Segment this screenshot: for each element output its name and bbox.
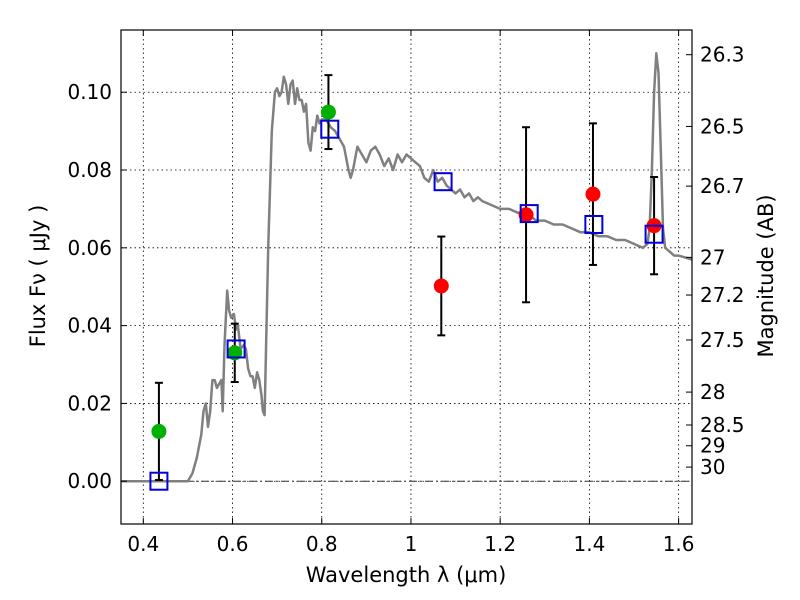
y-tick-label: 0.06 (67, 236, 112, 260)
y-tick-label: 0.00 (67, 469, 112, 493)
x-tick-label: 1 (405, 532, 418, 556)
right-tick-label: 27.5 (700, 328, 745, 352)
right-tick-label: 26.7 (700, 174, 745, 198)
y-tick-labels: 0.00 0.02 0.04 0.06 0.08 0.10 (67, 80, 112, 493)
y-tick-label: 0.04 (67, 314, 112, 338)
y-tick-label: 0.02 (67, 391, 112, 415)
right-axis-label: Magnitude (AB) (754, 194, 778, 357)
model-band-square (644, 224, 664, 244)
tick-layer (121, 30, 692, 524)
x-tick-labels: 0.4 0.6 0.8 1 1.2 1.4 1.6 (127, 532, 694, 556)
right-tick-label: 26.5 (700, 114, 745, 138)
data-point (320, 104, 336, 120)
data-point (151, 423, 167, 439)
y-tick-label: 0.10 (67, 80, 112, 104)
x-tick-label: 1.4 (573, 532, 605, 556)
right-tick-label: 27 (700, 245, 725, 269)
plot-frame (120, 29, 693, 525)
data-point (585, 186, 601, 202)
right-tick-label: 28 (700, 380, 725, 404)
model-band-square (149, 471, 169, 491)
model-band-square (320, 119, 340, 139)
model-band-square (519, 204, 539, 224)
x-tick-label: 0.8 (306, 532, 338, 556)
right-tick-label: 28.5 (700, 413, 745, 437)
model-band-square (584, 214, 604, 234)
right-tick-label: 30 (700, 455, 725, 479)
y-axis-label: Flux Fν ( μJy ) (26, 205, 50, 348)
x-tick-label: 1.2 (484, 532, 516, 556)
right-tick-label: 29 (700, 434, 725, 458)
data-point (518, 207, 534, 223)
y-tick-label: 0.08 (67, 158, 112, 182)
right-tick-label: 27.2 (700, 283, 745, 307)
grid (121, 30, 692, 524)
marker-layer (149, 104, 664, 491)
model-layer (121, 52, 693, 483)
x-axis-label: Wavelength λ (μm) (306, 563, 507, 587)
model-band-square (433, 172, 453, 192)
x-tick-label: 0.4 (127, 532, 159, 556)
model-spectrum-line (121, 52, 693, 483)
errorbar-layer (154, 74, 659, 482)
x-tick-label: 1.6 (663, 532, 695, 556)
data-point (433, 278, 449, 294)
model-band-square (226, 339, 246, 359)
x-tick-label: 0.6 (217, 532, 249, 556)
right-tick-label: 26.3 (700, 43, 745, 67)
